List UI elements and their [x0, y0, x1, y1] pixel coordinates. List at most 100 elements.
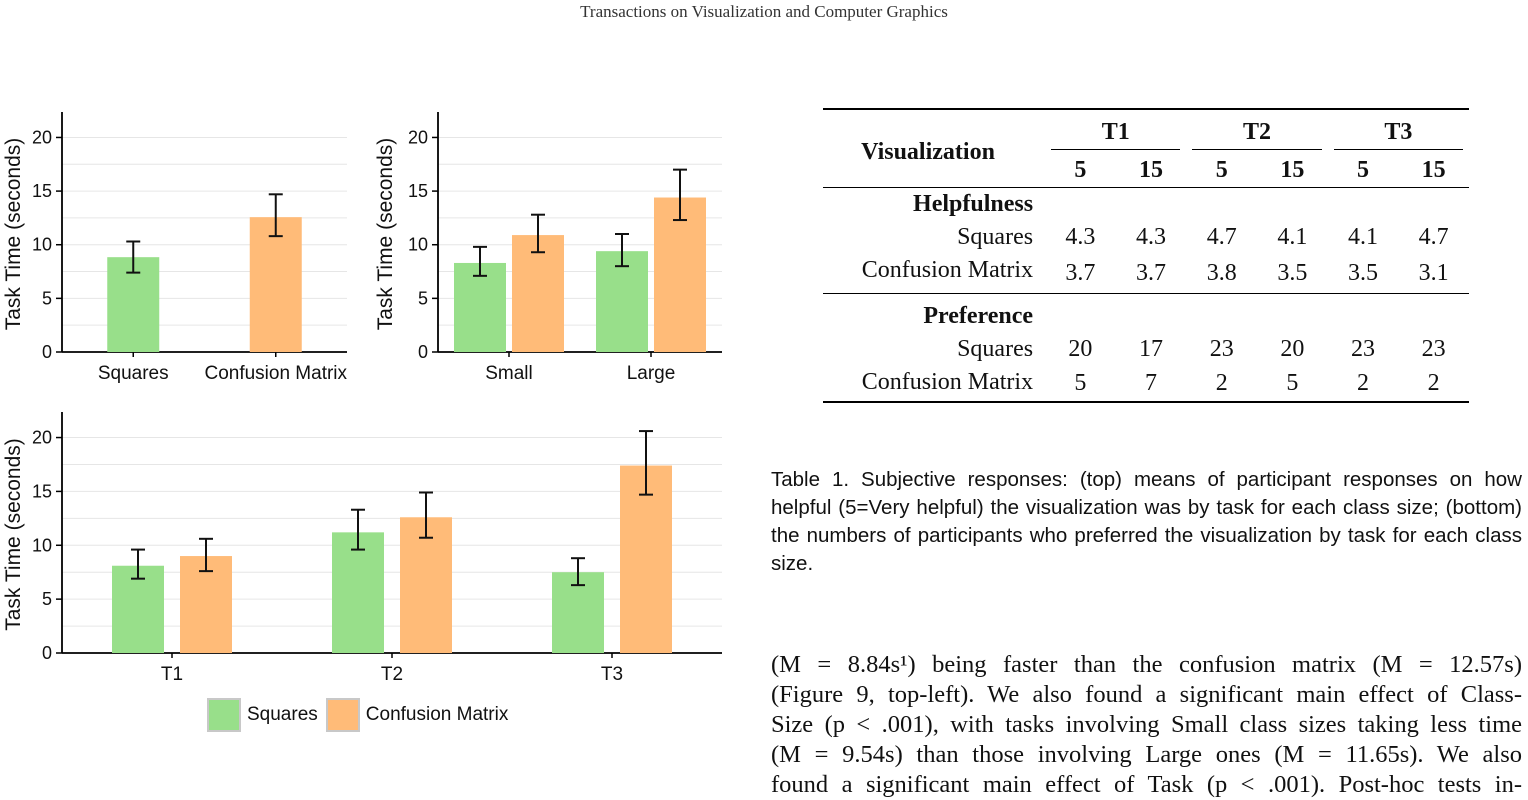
- table-cell: 3.7: [1136, 260, 1167, 286]
- y-tick-label: 15: [32, 181, 52, 201]
- table-row-label: Confusion Matrix: [861, 369, 1034, 395]
- table-cell: 3.7: [1065, 260, 1096, 286]
- table-section-title: Preference: [923, 303, 1034, 329]
- table-cell: 20: [1280, 336, 1305, 362]
- body-paragraph: (M = 8.84s¹) being faster than the confu…: [771, 650, 1522, 800]
- table-cell: 4.1: [1348, 224, 1379, 250]
- y-axis-label: Task Time (seconds): [374, 138, 397, 331]
- bar: [249, 217, 302, 352]
- table-size-header: 15: [1280, 157, 1305, 183]
- table-size-header: 15: [1139, 157, 1164, 183]
- table-row-label: Squares: [957, 224, 1034, 250]
- table-cell: 3.1: [1418, 260, 1449, 286]
- y-tick-label: 20: [32, 127, 52, 147]
- x-tick-label: Confusion Matrix: [204, 363, 347, 384]
- table-task-header: T2: [1186, 109, 1327, 154]
- journal-header: Transactions on Visualization and Comput…: [580, 2, 948, 21]
- table-cell: 3.8: [1206, 260, 1237, 286]
- bar: [400, 517, 452, 653]
- legend-swatch-squares: [207, 698, 241, 732]
- x-tick-label: Squares: [98, 363, 169, 384]
- table-section-row: Preference: [823, 294, 1469, 334]
- y-tick-label: 0: [42, 342, 52, 362]
- y-tick-label: 5: [42, 288, 52, 308]
- chart-legend: Squares Confusion Matrix: [207, 698, 516, 732]
- table-cell: 4.7: [1418, 224, 1449, 250]
- x-tick-label: Large: [627, 363, 676, 384]
- table-size-header: 5: [1357, 157, 1370, 183]
- table-section-title: Helpfulness: [913, 191, 1034, 217]
- y-tick-label: 20: [408, 127, 428, 147]
- bar: [180, 556, 232, 653]
- y-axis-label: Task Time (seconds): [2, 438, 25, 631]
- y-tick-label: 10: [32, 235, 52, 255]
- table-cell: 2: [1215, 370, 1228, 396]
- table-cell: 2: [1357, 370, 1370, 396]
- table-row: Squares 4.3 4.3 4.7 4.1 4.1 4.7: [823, 221, 1469, 254]
- table-cell: 2: [1427, 370, 1440, 396]
- table-cell: 5: [1286, 370, 1299, 396]
- table-row: Confusion Matrix 3.7 3.7 3.8 3.5 3.5 3.1: [823, 254, 1469, 294]
- bar: [596, 251, 648, 352]
- table-cell: 23: [1209, 336, 1234, 362]
- legend-item-squares: Squares: [207, 698, 318, 732]
- bar: [454, 262, 506, 352]
- paragraph-line: (M = 8.84s¹) being faster than the confu…: [771, 651, 1522, 678]
- paragraph-line: (Figure 9, top-left). We also found a si…: [771, 681, 1522, 708]
- y-tick-label: 10: [408, 235, 428, 255]
- y-tick-label: 5: [418, 288, 428, 308]
- table-row: Confusion Matrix 5 7 2 5 2 2: [823, 366, 1469, 402]
- chart-by-task: 0 5 10 15 20 Task Time (seconds) T1 T2 T3: [2, 412, 722, 685]
- bar: [332, 532, 384, 653]
- chart-by-visualization: 0 5 10 15 20 Task Time (seconds) Squares Confus…: [2, 112, 348, 384]
- legend-item-confusion-matrix: Confusion Matrix: [325, 698, 509, 732]
- table-row-label: Squares: [957, 336, 1034, 362]
- legend-label-confusion-matrix: Confusion Matrix: [365, 704, 509, 725]
- table-size-row: 5 15 5 15 5 15: [823, 154, 1469, 188]
- table-task-header: T3: [1328, 109, 1469, 154]
- table-caption: Table 1. Subjective responses: (top) mea…: [771, 468, 1522, 575]
- bar: [654, 197, 706, 352]
- x-tick-label: T3: [601, 664, 623, 685]
- chart-by-class-size: 0 5 10 15 20 Task Time (seconds) Small Large: [374, 112, 722, 384]
- subjective-responses-table: Visualization T1 T2 T3 5 15 5 15 5 15 He…: [823, 108, 1469, 403]
- bar: [620, 465, 672, 653]
- table-size-header: 5: [1215, 157, 1228, 183]
- table-section-row: Helpfulness: [823, 188, 1469, 222]
- table-cell: 7: [1145, 370, 1158, 396]
- table-row-label: Confusion Matrix: [861, 257, 1034, 283]
- table-cell: 4.1: [1277, 224, 1308, 250]
- table-cell: 17: [1139, 336, 1164, 362]
- table-cell: 5: [1074, 370, 1087, 396]
- table-size-header: 5: [1074, 157, 1087, 183]
- table-cell: 4.7: [1206, 224, 1237, 250]
- table-task-header: T1: [1045, 109, 1186, 154]
- paragraph-line: found a significant main effect of Task …: [771, 771, 1522, 798]
- table-cell: 23: [1421, 336, 1446, 362]
- y-tick-label: 20: [32, 428, 52, 448]
- table-corner-label: Visualization: [861, 139, 995, 165]
- x-tick-label: T1: [161, 664, 183, 685]
- y-tick-label: 15: [408, 181, 428, 201]
- bar: [512, 235, 564, 352]
- x-tick-label: T2: [381, 664, 403, 685]
- table-cell: 3.5: [1277, 260, 1308, 286]
- table-cell: 3.5: [1348, 260, 1379, 286]
- paragraph-line: Size (p < .001), with tasks involving Sm…: [771, 711, 1522, 738]
- x-tick-label: Small: [485, 363, 533, 384]
- table-size-header: 15: [1421, 157, 1446, 183]
- y-tick-label: 0: [42, 643, 52, 663]
- table-cell: 4.3: [1136, 224, 1167, 250]
- legend-label-squares: Squares: [247, 704, 318, 725]
- y-tick-label: 15: [32, 481, 52, 501]
- table-header-row: Visualization T1 T2 T3: [823, 109, 1469, 165]
- bar: [112, 565, 164, 653]
- table-cell: 23: [1351, 336, 1376, 362]
- y-tick-label: 5: [42, 589, 52, 609]
- table-cell: 4.3: [1065, 224, 1096, 250]
- y-axis-label: Task Time (seconds): [2, 138, 25, 331]
- legend-swatch-confusion-matrix: [325, 698, 360, 732]
- y-tick-label: 0: [418, 342, 428, 362]
- paragraph-line: (M = 9.54s) than those involving Large o…: [771, 741, 1522, 768]
- y-tick-label: 10: [32, 535, 52, 555]
